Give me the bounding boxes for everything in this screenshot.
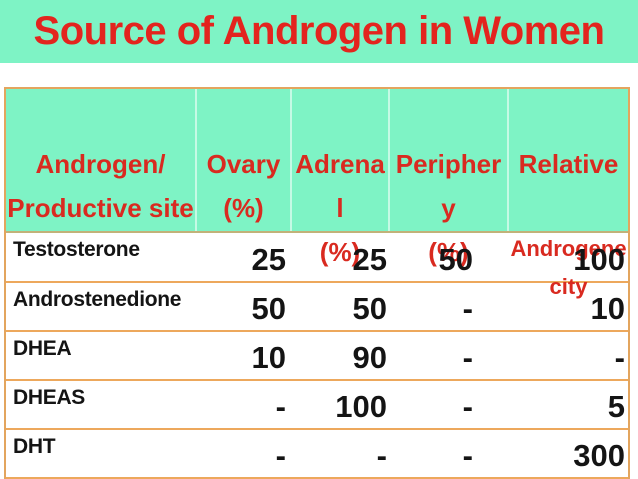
- title-band: Source of Androgen in Women: [0, 0, 638, 63]
- table-row-dhea: DHEA 10 90 - -: [6, 332, 628, 381]
- cell-androgenecity-value: -: [614, 340, 625, 375]
- cell-ovary-value: -: [275, 389, 286, 424]
- header-cell-subtext: Androgene city: [510, 236, 627, 299]
- cell-adrenal-value: 100: [335, 389, 387, 424]
- header-cell-ovary: Ovary (%): [195, 89, 290, 231]
- row-label: DHT: [13, 435, 56, 458]
- cell-adrenal-value: -: [376, 438, 387, 473]
- row-label: Androstenedione: [13, 288, 182, 311]
- cell-androgenecity-value: 100: [573, 242, 625, 277]
- row-label: DHEAS: [13, 386, 86, 409]
- cell-adrenal-value: 50: [352, 291, 387, 326]
- cell-ovary-value: 50: [251, 291, 286, 326]
- cell-periphery-value: 50: [438, 242, 473, 277]
- cell-adrenal-value: 25: [352, 242, 387, 277]
- header-cell-text: Androgen/ Productive site: [7, 149, 194, 223]
- table-row-dheas: DHEAS - 100 - 5: [6, 381, 628, 430]
- cell-androgenecity-value: 10: [590, 291, 625, 326]
- table-row-dht: DHT - - - 300: [6, 430, 628, 479]
- androgen-source-table: Androgen/ Productive site Ovary (%) Adre…: [4, 87, 630, 479]
- header-cell-text: Ovary (%): [206, 149, 281, 223]
- table-body: Testosterone 25 25 50 100 Androstenedion…: [6, 233, 628, 479]
- cell-periphery-value: -: [462, 340, 473, 375]
- cell-ovary-value: 10: [251, 340, 286, 375]
- cell-periphery-value: -: [462, 291, 473, 326]
- header-cell-periphery: Peripher y (%): [388, 89, 507, 267]
- header-cell-text: Peripher y (%): [395, 149, 502, 267]
- header-cell-relative-androgenecity: Relative Androgene city: [507, 89, 628, 299]
- cell-ovary-value: 25: [251, 242, 286, 277]
- cell-ovary-value: -: [275, 438, 286, 473]
- header-cell-androgen-site: Androgen/ Productive site: [6, 89, 195, 231]
- row-label: DHEA: [13, 337, 72, 360]
- cell-androgenecity-value: 300: [573, 438, 625, 473]
- table-header-row: Androgen/ Productive site Ovary (%) Adre…: [6, 89, 628, 299]
- header-cell-text: Relative: [518, 149, 619, 179]
- row-label: Testosterone: [13, 238, 140, 261]
- table-row-testosterone: Testosterone 25 25 50 100: [6, 233, 628, 283]
- slide-title: Source of Androgen in Women: [33, 9, 605, 53]
- cell-periphery-value: -: [462, 438, 473, 473]
- header-cell-adrenal: Adrena l (%): [290, 89, 388, 267]
- cell-androgenecity-value: 5: [607, 389, 625, 424]
- table-row-androstenedione: Androstenedione 50 50 - 10: [6, 283, 628, 332]
- header-cell-text: Adrena l (%): [295, 149, 385, 267]
- cell-periphery-value: -: [462, 389, 473, 424]
- cell-adrenal-value: 90: [352, 340, 387, 375]
